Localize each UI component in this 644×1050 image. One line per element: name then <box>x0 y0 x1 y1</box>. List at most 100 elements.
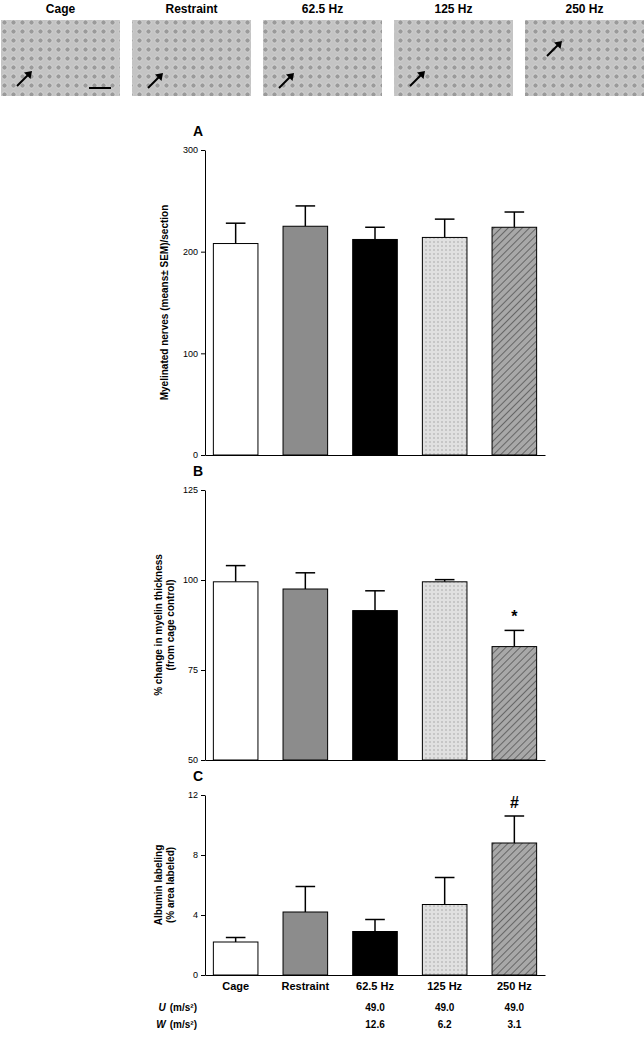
error-bar-stem <box>374 591 376 611</box>
error-bar-stem <box>514 212 516 227</box>
y-tick-label: 100 <box>183 349 198 359</box>
micrograph-image <box>525 20 644 96</box>
x-tick: Cage <box>222 980 249 992</box>
bar <box>283 226 328 455</box>
error-bar-stem <box>444 219 446 237</box>
y-tick: 8 <box>193 850 205 860</box>
figure: CageRestraint62.5 Hz125 Hz250 Hz01002003… <box>0 0 644 1050</box>
bar <box>353 932 398 976</box>
error-bar <box>296 887 316 913</box>
bar <box>492 843 537 975</box>
y-tick-mark <box>201 252 205 253</box>
y-tick-label: 0 <box>193 450 198 460</box>
x-tick: 250 Hz <box>497 980 532 992</box>
arrow-head <box>554 41 562 49</box>
error-bar-cap <box>505 815 525 817</box>
error-bar-stem <box>374 227 376 239</box>
y-tick-mark <box>201 760 205 761</box>
micrograph <box>525 20 644 96</box>
row-value: 12.6 <box>365 1019 385 1030</box>
y-axis: 0100200300 <box>183 145 206 460</box>
y-tick-label: 0 <box>193 970 198 980</box>
y-axis-line <box>205 151 206 456</box>
y-axis-title-line: Myelinated nerves (means± SEM)/section <box>159 205 170 401</box>
error-bar-stem <box>235 566 237 582</box>
micrograph <box>263 20 382 96</box>
error-bar-cap <box>435 877 455 879</box>
error-bar-stem <box>305 206 307 226</box>
error-bar-stem <box>305 573 307 589</box>
micrograph-label: 125 Hz <box>434 2 472 16</box>
micrograph-image <box>263 20 382 96</box>
y-tick: 75 <box>188 665 205 675</box>
micrograph-image <box>132 20 251 96</box>
error-bar-cap <box>296 205 316 207</box>
significance-mark: # <box>510 794 519 811</box>
bar <box>213 942 258 975</box>
arrow-head <box>24 71 32 79</box>
error-bar <box>226 938 246 943</box>
y-axis-title-line: (from cage control) <box>165 579 176 670</box>
error-bar <box>505 212 525 227</box>
y-tick-label: 100 <box>183 575 198 585</box>
error-bar-stem <box>514 816 516 843</box>
arrow <box>148 76 160 88</box>
y-tick: 100 <box>183 349 205 359</box>
y-tick: 0 <box>193 450 205 460</box>
y-tick-mark <box>201 670 205 671</box>
micrograph <box>132 20 251 96</box>
y-tick-label: 4 <box>193 910 198 920</box>
error-bar-cap <box>226 937 246 939</box>
x-axis-line <box>206 760 546 761</box>
bar <box>422 237 467 455</box>
bar <box>422 905 467 976</box>
y-tick: 125 <box>183 485 205 495</box>
y-axis-title-line: Albumin labeling <box>153 845 164 926</box>
error-bar <box>365 920 385 932</box>
micrograph-image <box>394 20 513 96</box>
y-tick-mark <box>201 915 205 916</box>
bar <box>353 239 398 455</box>
error-bar <box>296 573 316 589</box>
y-axis-title-line: (% area labeled) <box>165 847 176 923</box>
micrograph-label: Cage <box>46 2 76 16</box>
error-bar <box>365 591 385 611</box>
error-bar <box>505 630 525 646</box>
scale-bar <box>89 87 111 89</box>
arrow <box>279 76 291 88</box>
y-tick-mark <box>201 353 205 354</box>
y-tick: 200 <box>183 247 205 257</box>
y-tick-mark <box>201 150 205 151</box>
bar <box>422 582 467 760</box>
y-tick-mark <box>201 490 205 491</box>
chart: 0100200300AMyelinated nerves (means± SEM… <box>159 123 546 460</box>
error-bar-cap <box>365 227 385 229</box>
y-tick: 100 <box>183 575 205 585</box>
x-axis-line <box>206 975 546 976</box>
error-bar-cap <box>505 211 525 213</box>
panel-title: C <box>193 768 203 784</box>
row-unit: (m/s²) <box>170 1019 197 1030</box>
bar <box>213 582 258 760</box>
error-bar-cap <box>365 919 385 921</box>
y-axis-title: Albumin labeling(% area labeled) <box>153 845 176 926</box>
chart: 5075100125B% change in myelin thickness(… <box>153 463 546 765</box>
y-tick-label: 12 <box>188 790 198 800</box>
error-bar-stem <box>235 223 237 243</box>
arrow <box>410 74 422 86</box>
x-tick-label: Restraint <box>281 980 329 992</box>
y-tick: 50 <box>188 755 205 765</box>
y-tick-mark <box>201 455 205 456</box>
micrograph-label: 62.5 Hz <box>302 2 343 16</box>
x-tick: Restraint <box>281 980 329 992</box>
error-bar-stem <box>444 878 446 905</box>
y-axis-line <box>205 491 206 761</box>
arrow <box>547 44 559 56</box>
error-bar-cap <box>226 565 246 567</box>
row-name: U <box>159 1002 167 1013</box>
micrograph-label: 250 Hz <box>565 2 603 16</box>
micrograph <box>1 20 120 96</box>
row-value: 49.0 <box>365 1002 385 1013</box>
error-bar-cap <box>296 886 316 888</box>
row-unit: (m/s²) <box>170 1002 197 1013</box>
